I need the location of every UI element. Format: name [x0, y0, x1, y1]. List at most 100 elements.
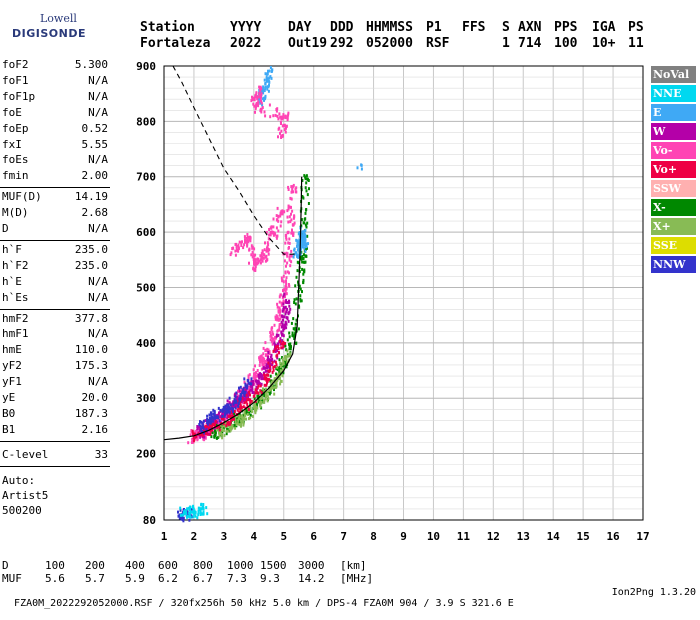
- trace-dot: [303, 230, 306, 234]
- trace-dot: [191, 429, 194, 433]
- trace-dot: [237, 404, 240, 408]
- ionogram-chart: 1 2 3 4 5 6 7 8 9 10 11 12 13 14 15 16 17802003004005006…: [136, 60, 650, 543]
- trace-dot: [279, 214, 282, 218]
- trace-dot: [294, 302, 297, 306]
- trace-dot: [242, 401, 245, 405]
- trace-dot: [290, 218, 293, 222]
- trace-dot: [228, 410, 230, 414]
- distance-value: 1000: [227, 559, 254, 572]
- trace-dot: [189, 508, 191, 512]
- trace-dot: [242, 423, 245, 427]
- trace-dot: [260, 101, 263, 105]
- trace-dot: [259, 95, 262, 99]
- header-value-7: 1: [502, 36, 510, 51]
- trace-dot: [228, 426, 231, 430]
- trace-dot: [283, 128, 286, 132]
- muf-value: 6.2: [158, 572, 178, 585]
- trace-dot: [253, 382, 256, 386]
- trace-dot: [268, 69, 271, 73]
- trace-dot: [245, 236, 248, 240]
- trace-dot: [253, 406, 256, 410]
- header-label-0: Station: [140, 20, 195, 35]
- param-name: D: [2, 222, 9, 235]
- trace-dot: [278, 306, 281, 310]
- trace-dot: [186, 512, 189, 516]
- trace-dot: [299, 294, 302, 298]
- trace-dot: [263, 390, 266, 394]
- param-row: D N/A: [2, 222, 108, 236]
- trace-dot: [263, 110, 266, 114]
- trace-dot: [196, 425, 199, 428]
- trace-dot: [225, 424, 228, 428]
- trace-dot: [243, 394, 246, 398]
- trace-dot: [188, 511, 191, 515]
- trace-dot: [258, 85, 261, 89]
- trace-dot: [260, 382, 263, 386]
- y-tick-label: 200: [136, 448, 156, 461]
- param-row: fxI 5.55: [2, 138, 108, 152]
- trace-dot: [234, 253, 237, 257]
- trace-dot: [288, 347, 291, 351]
- trace-dot: [280, 276, 283, 280]
- param-row: yE 20.0: [2, 391, 108, 405]
- trace-dot: [281, 339, 284, 343]
- trace-dot: [273, 365, 276, 369]
- trace-dot: [281, 368, 284, 372]
- trace-dot: [248, 398, 251, 402]
- trace-dot: [265, 383, 268, 387]
- trace-dot: [282, 306, 285, 309]
- header-label-2: DAY: [288, 20, 312, 35]
- trace-dot: [247, 386, 250, 390]
- trace-dot: [242, 405, 245, 409]
- trace-dot: [301, 245, 304, 249]
- param-value: N/A: [88, 222, 108, 235]
- trace-dot: [244, 389, 247, 392]
- trace-dot: [254, 95, 257, 99]
- trace-dot: [283, 210, 286, 214]
- trace-dot: [265, 249, 268, 253]
- param-value: N/A: [88, 153, 108, 167]
- trace-dot: [254, 388, 257, 392]
- x-tick-label: 5: [280, 530, 287, 543]
- header-label-4: HHMMSS: [366, 20, 413, 35]
- trace-dot: [222, 425, 225, 429]
- trace-dot: [230, 418, 233, 422]
- trace-dot: [259, 254, 262, 258]
- trace-dot: [248, 261, 250, 265]
- param-value: N/A: [88, 274, 108, 288]
- y-tick-label: 500: [136, 281, 156, 294]
- trace-dot: [264, 72, 267, 76]
- trace-dot: [192, 515, 195, 519]
- trace-dot: [268, 248, 271, 252]
- trace-dot: [261, 97, 264, 101]
- trace-dot: [290, 197, 293, 201]
- legend-item-nne: NNE: [651, 85, 696, 102]
- trace-dot: [266, 381, 268, 385]
- trace-dot: [299, 287, 302, 291]
- autoscale-line1: Auto:: [2, 473, 36, 487]
- trace-dot: [224, 404, 227, 408]
- legend-item-x-: X+: [651, 218, 696, 235]
- param-name: foE: [2, 105, 22, 119]
- trace-dot: [290, 249, 293, 253]
- trace-dot: [291, 228, 293, 232]
- trace-dot: [297, 253, 300, 257]
- trace-dot: [303, 253, 305, 257]
- param-name: fxI: [2, 137, 22, 151]
- trace-dot: [244, 391, 247, 395]
- trace-dot: [267, 355, 270, 359]
- trace-dot: [290, 345, 292, 349]
- trace-dot: [242, 416, 244, 420]
- trace-dot: [253, 260, 255, 263]
- trace-dot: [213, 413, 216, 417]
- trace-dot: [221, 409, 224, 413]
- trace-dot: [259, 355, 262, 359]
- trace-dot: [237, 249, 240, 253]
- trace-dot: [256, 386, 259, 390]
- trace-dot: [305, 242, 308, 246]
- trace-dot: [277, 346, 280, 350]
- trace-dot: [301, 267, 304, 271]
- y-tick-label: 600: [136, 226, 156, 239]
- trace-dot: [230, 415, 233, 419]
- trace-dot: [281, 124, 284, 128]
